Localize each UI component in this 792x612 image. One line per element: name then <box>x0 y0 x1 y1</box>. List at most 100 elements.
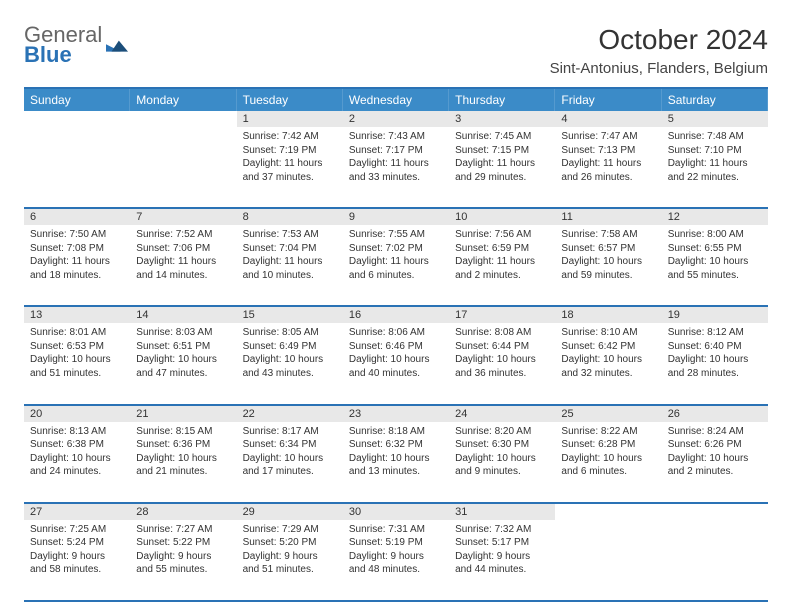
day-number: 26 <box>662 406 768 422</box>
daylight-line: Daylight: 10 hours and 24 minutes. <box>30 452 124 479</box>
day-number: 7 <box>130 209 236 225</box>
day-cell: . <box>130 111 236 207</box>
day-body: Sunrise: 8:10 AMSunset: 6:42 PMDaylight:… <box>555 323 661 382</box>
day-body: Sunrise: 7:29 AMSunset: 5:20 PMDaylight:… <box>237 520 343 579</box>
weeks: ..1Sunrise: 7:42 AMSunset: 7:19 PMDaylig… <box>24 111 768 602</box>
sunrise-line: Sunrise: 7:27 AM <box>136 523 230 537</box>
day-cell: 4Sunrise: 7:47 AMSunset: 7:13 PMDaylight… <box>555 111 661 207</box>
day-body: Sunrise: 8:00 AMSunset: 6:55 PMDaylight:… <box>662 225 768 284</box>
day-cell: 5Sunrise: 7:48 AMSunset: 7:10 PMDaylight… <box>662 111 768 207</box>
sunrise-line: Sunrise: 7:43 AM <box>349 130 443 144</box>
week-row: ..1Sunrise: 7:42 AMSunset: 7:19 PMDaylig… <box>24 111 768 209</box>
calendar: SundayMondayTuesdayWednesdayThursdayFrid… <box>24 87 768 602</box>
day-number: 18 <box>555 307 661 323</box>
day-cell: 23Sunrise: 8:18 AMSunset: 6:32 PMDayligh… <box>343 406 449 502</box>
daylight-line: Daylight: 11 hours and 37 minutes. <box>243 157 337 184</box>
sunset-line: Sunset: 6:55 PM <box>668 242 762 256</box>
sunset-line: Sunset: 7:06 PM <box>136 242 230 256</box>
day-body: Sunrise: 8:05 AMSunset: 6:49 PMDaylight:… <box>237 323 343 382</box>
sunset-line: Sunset: 6:26 PM <box>668 438 762 452</box>
daylight-line: Daylight: 10 hours and 47 minutes. <box>136 353 230 380</box>
day-cell: 27Sunrise: 7:25 AMSunset: 5:24 PMDayligh… <box>24 504 130 600</box>
sunset-line: Sunset: 6:38 PM <box>30 438 124 452</box>
day-number: 16 <box>343 307 449 323</box>
day-number: 10 <box>449 209 555 225</box>
day-number: 11 <box>555 209 661 225</box>
day-number: 15 <box>237 307 343 323</box>
daylight-line: Daylight: 9 hours and 44 minutes. <box>455 550 549 577</box>
week-row: 20Sunrise: 8:13 AMSunset: 6:38 PMDayligh… <box>24 406 768 504</box>
day-cell: 19Sunrise: 8:12 AMSunset: 6:40 PMDayligh… <box>662 307 768 403</box>
day-cell: 8Sunrise: 7:53 AMSunset: 7:04 PMDaylight… <box>237 209 343 305</box>
day-body: Sunrise: 7:47 AMSunset: 7:13 PMDaylight:… <box>555 127 661 186</box>
sunrise-line: Sunrise: 8:12 AM <box>668 326 762 340</box>
sunrise-line: Sunrise: 8:15 AM <box>136 425 230 439</box>
day-body: Sunrise: 8:15 AMSunset: 6:36 PMDaylight:… <box>130 422 236 481</box>
sunset-line: Sunset: 7:17 PM <box>349 144 443 158</box>
day-number: 17 <box>449 307 555 323</box>
dow-row: SundayMondayTuesdayWednesdayThursdayFrid… <box>24 89 768 111</box>
day-cell: . <box>662 504 768 600</box>
day-number: 23 <box>343 406 449 422</box>
day-number: 29 <box>237 504 343 520</box>
sunset-line: Sunset: 6:51 PM <box>136 340 230 354</box>
day-number: 14 <box>130 307 236 323</box>
day-number: 25 <box>555 406 661 422</box>
sunrise-line: Sunrise: 8:01 AM <box>30 326 124 340</box>
sunset-line: Sunset: 7:08 PM <box>30 242 124 256</box>
daylight-line: Daylight: 10 hours and 51 minutes. <box>30 353 124 380</box>
sunset-line: Sunset: 7:10 PM <box>668 144 762 158</box>
sunrise-line: Sunrise: 7:48 AM <box>668 130 762 144</box>
dow-cell: Monday <box>130 89 236 111</box>
day-number: 12 <box>662 209 768 225</box>
dow-cell: Thursday <box>449 89 555 111</box>
day-body: Sunrise: 7:32 AMSunset: 5:17 PMDaylight:… <box>449 520 555 579</box>
logo-line2: Blue <box>24 44 102 66</box>
sunset-line: Sunset: 7:13 PM <box>561 144 655 158</box>
sunrise-line: Sunrise: 8:05 AM <box>243 326 337 340</box>
day-number: 4 <box>555 111 661 127</box>
sunset-line: Sunset: 6:46 PM <box>349 340 443 354</box>
sunrise-line: Sunrise: 8:10 AM <box>561 326 655 340</box>
sunrise-line: Sunrise: 8:20 AM <box>455 425 549 439</box>
daylight-line: Daylight: 10 hours and 28 minutes. <box>668 353 762 380</box>
day-cell: 31Sunrise: 7:32 AMSunset: 5:17 PMDayligh… <box>449 504 555 600</box>
sunset-line: Sunset: 6:32 PM <box>349 438 443 452</box>
sunrise-line: Sunrise: 7:45 AM <box>455 130 549 144</box>
daylight-line: Daylight: 9 hours and 58 minutes. <box>30 550 124 577</box>
sunset-line: Sunset: 5:19 PM <box>349 536 443 550</box>
day-cell: 29Sunrise: 7:29 AMSunset: 5:20 PMDayligh… <box>237 504 343 600</box>
dow-cell: Tuesday <box>237 89 343 111</box>
sunset-line: Sunset: 6:57 PM <box>561 242 655 256</box>
day-cell: 13Sunrise: 8:01 AMSunset: 6:53 PMDayligh… <box>24 307 130 403</box>
day-body: Sunrise: 7:27 AMSunset: 5:22 PMDaylight:… <box>130 520 236 579</box>
daylight-line: Daylight: 10 hours and 36 minutes. <box>455 353 549 380</box>
day-cell: 9Sunrise: 7:55 AMSunset: 7:02 PMDaylight… <box>343 209 449 305</box>
day-number: 22 <box>237 406 343 422</box>
sunrise-line: Sunrise: 7:52 AM <box>136 228 230 242</box>
day-body: Sunrise: 8:18 AMSunset: 6:32 PMDaylight:… <box>343 422 449 481</box>
sunrise-line: Sunrise: 8:24 AM <box>668 425 762 439</box>
daylight-line: Daylight: 10 hours and 13 minutes. <box>349 452 443 479</box>
day-cell: 6Sunrise: 7:50 AMSunset: 7:08 PMDaylight… <box>24 209 130 305</box>
day-number: 6 <box>24 209 130 225</box>
daylight-line: Daylight: 10 hours and 2 minutes. <box>668 452 762 479</box>
day-number: 20 <box>24 406 130 422</box>
sunset-line: Sunset: 7:02 PM <box>349 242 443 256</box>
sunset-line: Sunset: 6:36 PM <box>136 438 230 452</box>
day-cell: 20Sunrise: 8:13 AMSunset: 6:38 PMDayligh… <box>24 406 130 502</box>
day-number: 13 <box>24 307 130 323</box>
day-body: Sunrise: 7:56 AMSunset: 6:59 PMDaylight:… <box>449 225 555 284</box>
sunset-line: Sunset: 6:42 PM <box>561 340 655 354</box>
day-body: Sunrise: 7:43 AMSunset: 7:17 PMDaylight:… <box>343 127 449 186</box>
day-body: Sunrise: 7:58 AMSunset: 6:57 PMDaylight:… <box>555 225 661 284</box>
day-cell: 17Sunrise: 8:08 AMSunset: 6:44 PMDayligh… <box>449 307 555 403</box>
day-cell: 12Sunrise: 8:00 AMSunset: 6:55 PMDayligh… <box>662 209 768 305</box>
day-body: Sunrise: 7:45 AMSunset: 7:15 PMDaylight:… <box>449 127 555 186</box>
sunset-line: Sunset: 6:49 PM <box>243 340 337 354</box>
day-cell: 26 Sunrise: 8:24 AMSunset: 6:26 PMDayligh… <box>662 406 768 502</box>
week-row: 6Sunrise: 7:50 AMSunset: 7:08 PMDaylight… <box>24 209 768 307</box>
sunset-line: Sunset: 6:40 PM <box>668 340 762 354</box>
sunset-line: Sunset: 5:20 PM <box>243 536 337 550</box>
day-body: Sunrise: 7:52 AMSunset: 7:06 PMDaylight:… <box>130 225 236 284</box>
